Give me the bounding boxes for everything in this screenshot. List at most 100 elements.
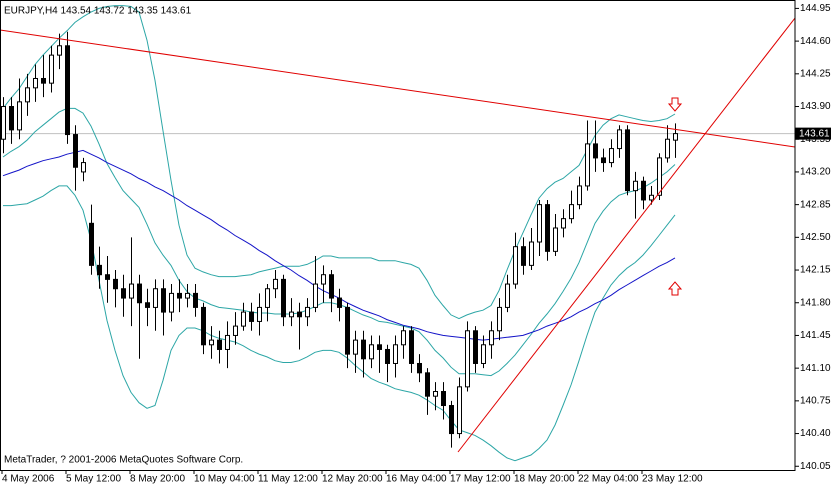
plot-frame (0, 0, 796, 471)
candle-body (393, 344, 398, 364)
candle-body (513, 246, 518, 285)
indicator-line (2, 5, 676, 320)
candle-body (121, 288, 126, 299)
candle-body (385, 348, 390, 364)
candle-body (617, 129, 622, 150)
candle-body (41, 77, 46, 84)
candle-body (361, 339, 366, 360)
price-label-box (795, 127, 831, 140)
candle-body (1, 106, 6, 140)
y-tick-label: 143.90 (800, 101, 831, 112)
candle-body (673, 133, 678, 141)
y-tick-label: 140.75 (800, 395, 831, 406)
down-arrow (667, 97, 683, 112)
candle-body (201, 306, 206, 346)
candle-body (401, 330, 406, 346)
candle-body (561, 218, 566, 229)
trend-line (0, 29, 795, 148)
candle-body (537, 204, 542, 243)
candle-body (409, 330, 414, 364)
y-tick-label: 142.15 (800, 265, 831, 276)
candle-body (545, 204, 550, 252)
candle-body (217, 339, 222, 350)
candle-body (369, 344, 374, 360)
y-tick-label: 144.95 (800, 3, 831, 14)
candle-body (457, 386, 462, 435)
candle-body (193, 292, 198, 308)
candle-body (417, 362, 422, 374)
candle-body (441, 391, 446, 407)
candle-body (153, 288, 158, 308)
x-tick-label: 10 May 04:00 (194, 474, 255, 484)
indicator-line (3, 185, 676, 462)
x-tick-label: 22 May 04:00 (578, 474, 639, 484)
candle-body (17, 101, 22, 131)
candle-body (257, 306, 262, 322)
candle-body (169, 292, 174, 313)
candle-body (25, 87, 30, 103)
candle-body (273, 278, 278, 290)
candle-body (593, 143, 598, 159)
candle-body (161, 288, 166, 313)
x-tick-label: 16 May 04:00 (386, 474, 447, 484)
candle-body (137, 283, 142, 304)
candle-body (209, 339, 214, 346)
candle-body (289, 311, 294, 318)
y-tick-label: 140.40 (800, 428, 831, 439)
candle-body (577, 185, 582, 206)
x-tick-label: 17 May 12:00 (450, 474, 511, 484)
y-tick-label: 141.80 (800, 297, 831, 308)
candle-body (633, 180, 638, 192)
candle-body (73, 134, 78, 168)
candle-body (185, 292, 190, 299)
candle-body (177, 292, 182, 299)
candle-body (49, 54, 54, 84)
candle-body (297, 311, 302, 318)
candle-body (81, 162, 86, 173)
y-tick-label: 143.20 (800, 167, 831, 178)
x-tick-label: 18 May 20:00 (514, 474, 575, 484)
candle-body (329, 274, 334, 299)
candle-body (145, 302, 150, 308)
candle-body (113, 278, 118, 290)
candle-body (657, 157, 662, 196)
y-tick-label: 141.10 (800, 363, 831, 374)
candle-body (57, 45, 62, 56)
candle-body (665, 138, 670, 159)
candle-body (497, 306, 502, 332)
candle-body (233, 325, 238, 336)
x-tick-label: 23 May 12:00 (642, 474, 703, 484)
candle-body (281, 278, 286, 318)
candle-body (129, 283, 134, 299)
candle-body (33, 77, 38, 89)
candle-body (553, 227, 558, 252)
y-tick-label: 140.05 (800, 461, 831, 472)
candle-body (241, 311, 246, 327)
y-tick-label: 141.45 (800, 330, 831, 341)
candle-body (321, 274, 326, 285)
candle-body (249, 311, 254, 322)
x-tick-label: 5 May 12:00 (66, 474, 121, 484)
candle-body (65, 45, 70, 136)
candle-body (481, 344, 486, 364)
copyright: MetaTrader, ? 2001-2006 MetaQuotes Softw… (4, 455, 243, 466)
x-tick-label: 12 May 20:00 (322, 474, 383, 484)
candle-body (641, 180, 646, 201)
trend-line (457, 17, 795, 453)
candle-body (521, 246, 526, 266)
candle-body (473, 330, 478, 364)
candle-body (649, 194, 654, 201)
candle-body (105, 274, 110, 280)
candle-body (9, 106, 14, 131)
candle-body (225, 334, 230, 350)
candle-body (313, 283, 318, 308)
candle-body (305, 306, 310, 318)
x-tick-label: 11 May 12:00 (258, 474, 318, 484)
candle-body (625, 129, 630, 192)
candle-body (569, 204, 574, 220)
candle-body (529, 241, 534, 266)
candle-body (97, 264, 102, 276)
x-tick-label: 8 May 20:00 (130, 474, 185, 484)
